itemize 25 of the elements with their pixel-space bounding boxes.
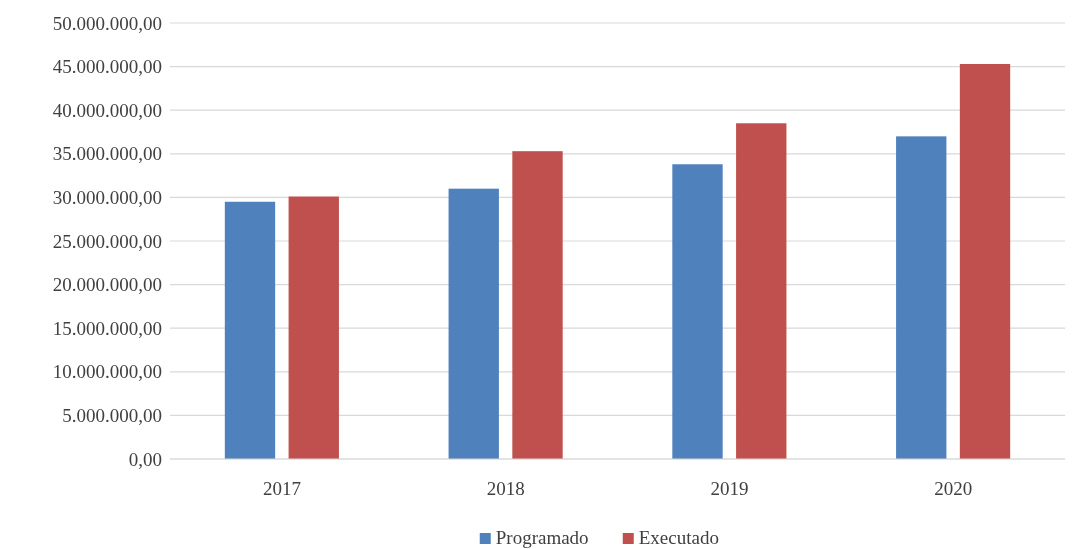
y-tick-label: 45.000.000,00 [52, 56, 162, 78]
bar [959, 63, 1011, 459]
y-tick-label: 30.000.000,00 [52, 187, 162, 209]
y-tick-label: 40.000.000,00 [52, 99, 162, 121]
y-tick-label: 25.000.000,00 [52, 230, 162, 252]
x-tick-label: 2018 [486, 478, 525, 499]
bar [288, 196, 339, 459]
y-tick-label: 20.000.000,00 [52, 274, 162, 296]
legend-label: Programado [495, 527, 589, 548]
x-tick-label: 2020 [934, 478, 973, 499]
bar [448, 188, 499, 459]
y-tick-label: 10.000.000,00 [52, 361, 162, 383]
y-tick-label: 15.000.000,00 [52, 317, 162, 339]
legend-label: Executado [638, 527, 719, 548]
x-tick-label: 2019 [710, 478, 749, 499]
y-tick-label: 5.000.000,00 [62, 405, 162, 427]
y-tick-label: 50.000.000,00 [52, 12, 162, 34]
y-tick-label: 35.000.000,00 [52, 143, 162, 165]
bar [512, 151, 563, 459]
bar [736, 123, 787, 459]
bar [224, 201, 276, 459]
x-tick-label: 2017 [262, 478, 301, 499]
y-tick-label: 0,00 [128, 448, 162, 470]
bar [896, 136, 947, 459]
bar [672, 164, 723, 459]
